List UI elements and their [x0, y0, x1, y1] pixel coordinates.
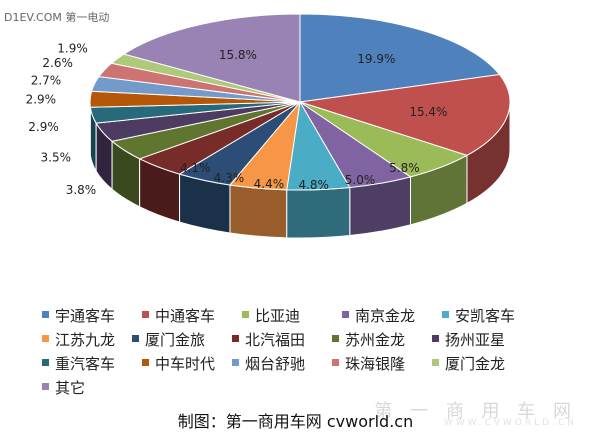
data-label-5: 4.4%	[254, 177, 285, 191]
legend-item-15: 其它	[42, 376, 142, 400]
legend-label-13: 珠海银隆	[345, 355, 406, 373]
legend-label-4: 安凯客车	[455, 307, 516, 325]
legend-label-3: 南京金龙	[355, 307, 416, 325]
legend-item-8: 苏州金龙	[332, 328, 432, 352]
legend-item-13: 珠海银隆	[332, 352, 432, 376]
legend-label-1: 中通客车	[155, 307, 216, 325]
legend-swatch-6	[132, 335, 139, 342]
legend-swatch-4	[442, 311, 449, 318]
data-label-11: 2.9%	[26, 93, 57, 107]
chart-legend: 宇通客车 中通客车 比亚迪 南京金龙 安凯客车江苏九龙 厦门金旅 北汽福田 苏州金龙 扬州亚星重…	[42, 304, 582, 400]
legend-swatch-10	[42, 359, 49, 366]
legend-swatch-5	[42, 335, 49, 342]
legend-item-5: 江苏九龙	[42, 328, 132, 352]
watermark-right: 第 一 商 用 车 网	[374, 401, 577, 422]
legend-label-0: 宇通客车	[55, 307, 116, 325]
data-label-9: 3.5%	[41, 151, 72, 165]
legend-swatch-9	[432, 335, 439, 342]
data-label-14: 1.9%	[57, 42, 88, 56]
watermark-top: D1EV.COM 第一电动	[4, 11, 110, 24]
legend-label-14: 厦门金龙	[445, 355, 506, 373]
legend-label-15: 其它	[55, 379, 86, 397]
pie-slice-1	[299, 73, 511, 156]
legend-label-10: 重汽客车	[55, 355, 116, 373]
legend-item-9: 扬州亚星	[432, 328, 532, 352]
data-label-6: 4.3%	[214, 171, 245, 185]
legend-item-2: 比亚迪	[242, 304, 342, 328]
data-label-12: 2.7%	[31, 73, 62, 87]
legend-label-2: 比亚迪	[255, 307, 301, 325]
legend-item-11: 中车时代	[142, 352, 232, 376]
pie-sides	[89, 101, 511, 239]
watermark-right-url: WWW.CVWORLD.CN	[443, 418, 577, 428]
data-label-15: 15.8%	[219, 48, 257, 62]
legend-item-7: 北汽福田	[232, 328, 332, 352]
legend-swatch-14	[432, 359, 439, 366]
pie-slices	[89, 13, 511, 191]
chart-caption: 制图：第一商用车网 cvworld.cn	[177, 412, 414, 431]
legend-item-6: 厦门金旅	[132, 328, 232, 352]
legend-item-3: 南京金龙	[342, 304, 442, 328]
legend-item-1: 中通客车	[142, 304, 242, 328]
data-label-10: 2.9%	[28, 120, 59, 134]
legend-label-6: 厦门金旅	[145, 331, 206, 349]
legend-swatch-8	[332, 335, 339, 342]
legend-label-12: 烟台舒驰	[245, 355, 306, 373]
data-label-3: 5.0%	[345, 173, 376, 187]
legend-swatch-1	[142, 311, 149, 318]
legend-swatch-7	[232, 335, 239, 342]
pie-data-labels: 19.9% 15.4% 5.8% 5.0% 4.8% 4.4% 4.3%4.1% 3.8% 3.…	[26, 42, 448, 197]
pie-slice-0	[299, 13, 501, 103]
slice-side-4	[286, 186, 351, 239]
data-label-4: 4.8%	[298, 178, 329, 192]
legend-label-8: 苏州金龙	[345, 331, 406, 349]
legend-swatch-12	[232, 359, 239, 366]
legend-item-10: 重汽客车	[42, 352, 142, 376]
legend-item-4: 安凯客车	[442, 304, 542, 328]
legend-swatch-11	[142, 359, 149, 366]
legend-label-5: 江苏九龙	[55, 331, 116, 349]
legend-swatch-0	[42, 311, 49, 318]
legend-swatch-2	[242, 311, 249, 318]
data-label-0: 19.9%	[357, 52, 395, 66]
legend-swatch-15	[42, 383, 49, 390]
legend-label-11: 中车时代	[155, 355, 216, 373]
data-label-2: 5.8%	[389, 161, 420, 175]
pie-slice-15	[122, 13, 301, 103]
slice-side-5	[229, 184, 288, 239]
legend-swatch-3	[342, 311, 349, 318]
legend-item-0: 宇通客车	[42, 304, 142, 328]
legend-swatch-13	[332, 359, 339, 366]
legend-label-9: 扬州亚星	[445, 331, 506, 349]
legend-label-7: 北汽福田	[245, 331, 306, 349]
legend-item-14: 厦门金龙	[432, 352, 532, 376]
data-label-8: 3.8%	[66, 183, 97, 197]
data-label-13: 2.6%	[42, 56, 73, 70]
legend-item-12: 烟台舒驰	[232, 352, 332, 376]
data-label-1: 15.4%	[409, 105, 447, 119]
data-label-7: 4.1%	[180, 161, 211, 175]
